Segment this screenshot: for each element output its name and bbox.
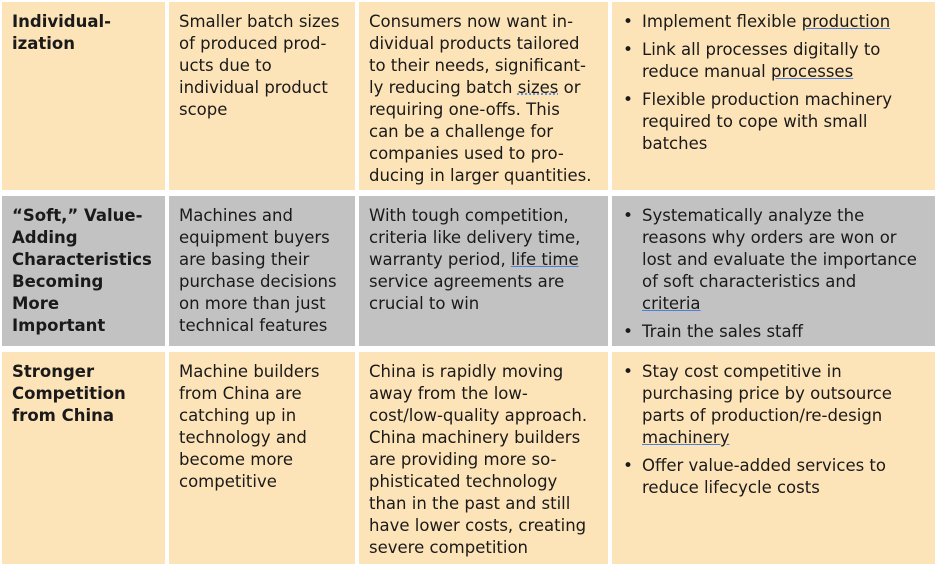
row-heading: Individual-ization xyxy=(2,2,165,190)
trend-cell: Smaller batch sizes of produced prod-ucts… xyxy=(169,2,355,190)
impact-cell: With tough competition, criteria like del… xyxy=(359,196,608,346)
action-list: Implement flexible production Link all p… xyxy=(622,11,925,155)
actions-cell: Implement flexible production Link all p… xyxy=(612,2,935,190)
trend-cell: Machine builders from China are catching u… xyxy=(169,352,355,564)
action-item: Train the sales staff xyxy=(622,321,925,343)
impact-cell: Consumers now want in-dividual products … xyxy=(359,2,608,190)
row-heading: “Soft,” Value- Adding Characteristics Becom… xyxy=(2,196,165,346)
trend-cell: Machines and equipment buyers are basing t… xyxy=(169,196,355,346)
row-heading: Stronger Competition from China xyxy=(2,352,165,564)
impact-cell: China is rapidly moving away from the low… xyxy=(359,352,608,564)
action-item: Implement flexible production xyxy=(622,11,925,33)
